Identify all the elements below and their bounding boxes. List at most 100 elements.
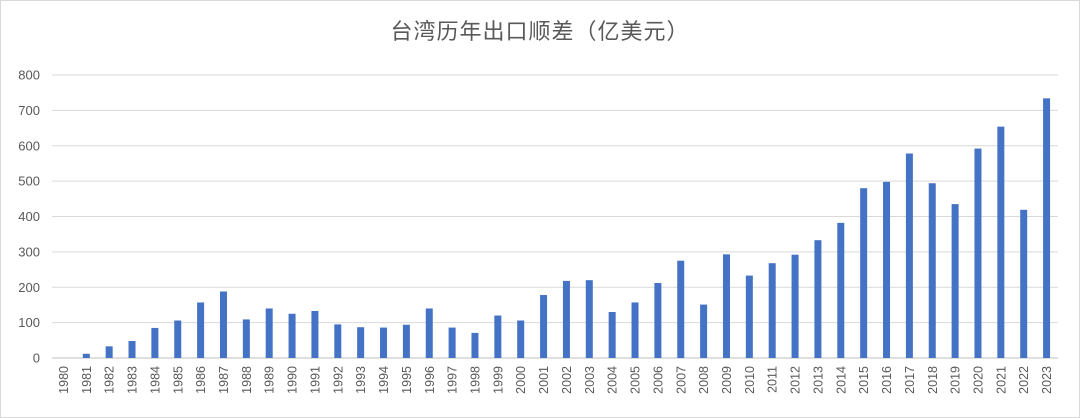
bar-2007 xyxy=(677,260,685,358)
x-tick-label: 1981 xyxy=(80,366,94,394)
chart-title: 台湾历年出口顺差（亿美元） xyxy=(390,20,690,45)
y-tick-label: 300 xyxy=(18,244,40,259)
bar-2010 xyxy=(745,275,753,358)
x-tick-label: 1996 xyxy=(423,366,437,394)
bar-1987 xyxy=(219,291,227,358)
bar-1985 xyxy=(174,320,182,358)
bar-1982 xyxy=(105,346,113,358)
bar-1989 xyxy=(265,308,273,358)
x-axis-tick-labels: 1980 1981 1982 1983 1984 1985 1986 1987 1988 1989… xyxy=(57,366,1054,394)
x-tick-label: 1989 xyxy=(263,366,277,394)
x-tick-label: 2001 xyxy=(537,366,551,394)
y-tick-label: 700 xyxy=(18,103,40,118)
bar-1983 xyxy=(128,341,136,358)
x-tick-label: 2009 xyxy=(720,366,734,394)
x-tick-label: 2002 xyxy=(560,366,574,394)
y-tick-label: 400 xyxy=(18,209,40,224)
y-tick-label: 500 xyxy=(18,174,40,189)
x-tick-label: 2015 xyxy=(857,366,871,394)
bar-1992 xyxy=(334,324,342,358)
x-tick-label: 2013 xyxy=(811,366,825,394)
bar-2015 xyxy=(860,188,868,358)
bar-2023 xyxy=(1043,98,1051,358)
bar-2004 xyxy=(608,312,616,358)
x-tick-label: 2020 xyxy=(971,366,985,394)
bar-1996 xyxy=(425,308,433,358)
bar-1988 xyxy=(242,319,250,358)
x-tick-label: 1998 xyxy=(468,366,482,394)
y-tick-label: 100 xyxy=(18,315,40,330)
x-tick-label: 1990 xyxy=(286,366,300,394)
bar-1997 xyxy=(448,327,456,358)
x-tick-label: 1980 xyxy=(57,366,71,394)
x-tick-label: 2003 xyxy=(583,366,597,394)
x-tick-label: 2018 xyxy=(926,366,940,394)
x-tick-label: 2006 xyxy=(651,366,665,394)
x-tick-label: 1986 xyxy=(194,366,208,394)
y-tick-label: 0 xyxy=(33,351,40,366)
bar-2020 xyxy=(974,148,982,358)
y-tick-label: 200 xyxy=(18,280,40,295)
bar-2014 xyxy=(837,222,845,358)
x-tick-label: 2023 xyxy=(1040,366,1054,394)
bar-2017 xyxy=(905,153,913,358)
x-tick-label: 1982 xyxy=(103,366,117,394)
x-tick-label: 2014 xyxy=(834,366,848,394)
bar-1994 xyxy=(380,327,388,358)
x-tick-label: 2016 xyxy=(880,366,894,394)
gridlines xyxy=(52,74,1058,359)
bar-2012 xyxy=(791,254,799,358)
x-tick-label: 2022 xyxy=(1017,366,1031,394)
y-axis-tick-labels: 0 100 200 300 400 500 600 700 800 xyxy=(18,68,40,366)
x-tick-label: 2017 xyxy=(903,366,917,394)
bar-1995 xyxy=(402,324,410,358)
x-tick-label: 2010 xyxy=(743,366,757,394)
x-tick-label: 1988 xyxy=(240,366,254,394)
bar-1991 xyxy=(311,310,319,358)
x-tick-label: 2021 xyxy=(994,366,1008,394)
x-tick-label: 1993 xyxy=(354,366,368,394)
bar-2021 xyxy=(997,126,1005,359)
bar-2008 xyxy=(700,304,708,358)
x-tick-label: 1985 xyxy=(171,366,185,394)
bars xyxy=(82,98,1051,359)
y-tick-label: 800 xyxy=(18,68,40,83)
bar-1993 xyxy=(357,327,365,358)
bar-2001 xyxy=(540,295,548,358)
bar-2005 xyxy=(631,302,639,358)
x-tick-label: 1983 xyxy=(126,366,140,394)
x-tick-label: 1994 xyxy=(377,366,391,394)
bar-1999 xyxy=(494,315,502,358)
bar-2013 xyxy=(814,240,822,358)
x-tick-label: 1991 xyxy=(308,366,322,394)
bar-1998 xyxy=(471,332,479,358)
x-tick-label: 2007 xyxy=(674,366,688,394)
bar-2016 xyxy=(883,181,891,358)
y-tick-label: 600 xyxy=(18,138,40,153)
bar-2009 xyxy=(722,254,730,358)
x-tick-label: 1987 xyxy=(217,366,231,394)
x-tick-label: 1995 xyxy=(400,366,414,394)
bar-1986 xyxy=(197,302,205,358)
bar-1990 xyxy=(288,313,296,358)
x-tick-label: 2004 xyxy=(606,366,620,394)
bar-1984 xyxy=(151,327,159,358)
x-tick-label: 2000 xyxy=(514,366,528,394)
bar-2022 xyxy=(1020,209,1028,358)
x-tick-label: 2011 xyxy=(766,366,780,393)
bar-1981 xyxy=(82,353,90,358)
x-tick-label: 2012 xyxy=(789,366,803,394)
x-tick-label: 1999 xyxy=(491,366,505,394)
bar-2006 xyxy=(654,283,662,358)
bar-2011 xyxy=(768,263,776,358)
x-tick-label: 2005 xyxy=(629,366,643,394)
bar-2003 xyxy=(585,280,593,358)
x-tick-label: 1992 xyxy=(331,366,345,394)
x-tick-label: 1997 xyxy=(446,366,460,394)
bar-2002 xyxy=(562,280,570,358)
x-tick-label: 1984 xyxy=(148,366,162,394)
x-tick-label: 2008 xyxy=(697,366,711,394)
bar-2018 xyxy=(928,183,936,358)
x-tick-label: 2019 xyxy=(949,366,963,394)
